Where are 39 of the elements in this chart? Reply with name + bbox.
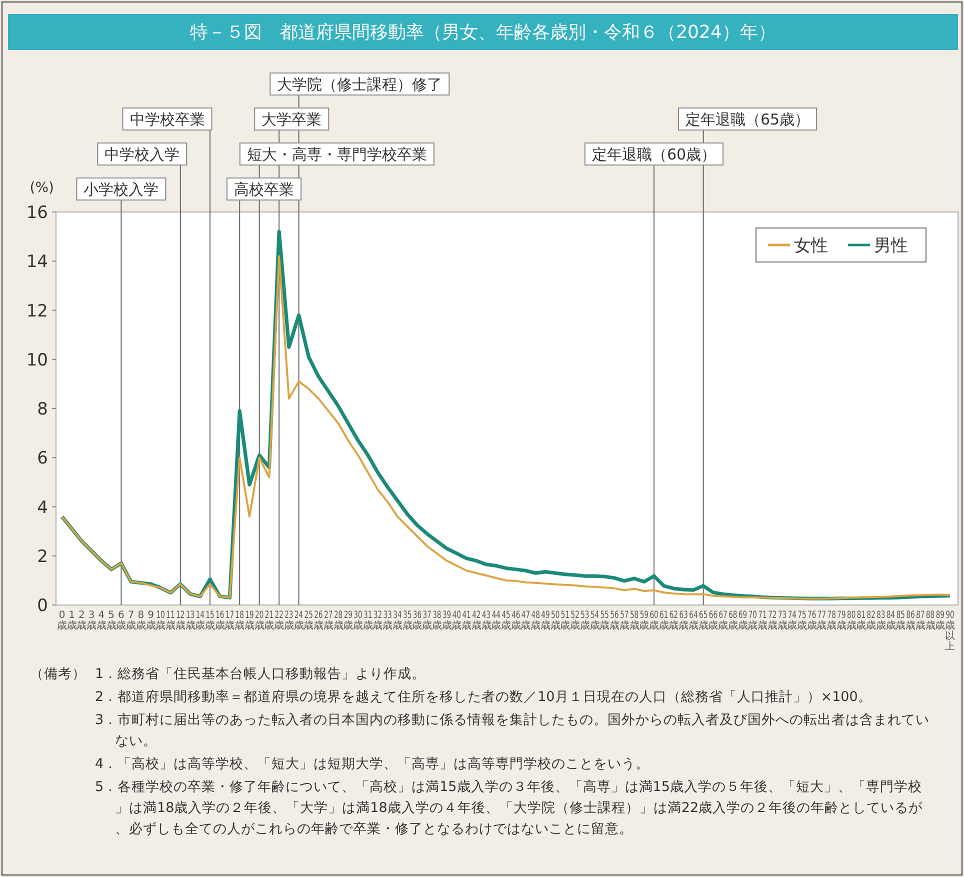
ref-line-label: 中学校卒業 bbox=[130, 110, 205, 128]
ref-line-label: 中学校入学 bbox=[104, 146, 180, 164]
x-tick-label: 90歳以上 bbox=[945, 610, 958, 652]
legend-label: 男性 bbox=[874, 236, 908, 256]
ref-line-label: 定年退職（60歳） bbox=[592, 146, 716, 164]
text: 2．都道府県間移動率＝都道府県の境界を越えて住所を移した者の数／10月１日現在の人口（総務省「人口推計」）×100。 bbox=[95, 689, 872, 705]
y-axis-title: (%) bbox=[30, 180, 54, 196]
y-tick-label: 12 bbox=[26, 301, 48, 322]
y-tick-label: 2 bbox=[37, 546, 48, 567]
text: 1．総務省「住民基本台帳人口移動報告」より作成。 bbox=[95, 666, 426, 682]
text: （備考） bbox=[30, 666, 86, 682]
legend-label: 女性 bbox=[794, 236, 828, 256]
x-tick-label: 9歳 bbox=[146, 610, 156, 632]
text: 4．「高校」は高等学校、「短大」は短期大学、「高専」は高等専門学校のことをいう。 bbox=[95, 756, 650, 772]
text: 3．市町村に届出等のあった転入者の日本国内の移動に係る情報を集計したもの。国外からの転入者及び国外への転出者は含まれていない。 bbox=[95, 712, 930, 749]
x-tick-label: 5歳 bbox=[106, 610, 116, 632]
y-tick-label: 14 bbox=[26, 252, 48, 272]
y-tick-label: 6 bbox=[37, 448, 48, 469]
x-tick-label: 4歳 bbox=[96, 610, 106, 632]
y-tick-label: 0 bbox=[37, 596, 48, 616]
y-tick-label: 4 bbox=[37, 498, 48, 518]
ref-line-label: 定年退職（65歳） bbox=[685, 110, 810, 128]
ref-line-label: 小学校入学 bbox=[84, 180, 159, 198]
x-tick-label: 2歳 bbox=[76, 610, 87, 632]
chart-title: 特－５図 都道府県間移動率（男女、年齢各歳別・令和６（2024）年） bbox=[190, 22, 776, 43]
ref-line-label: 大学卒業 bbox=[262, 110, 322, 128]
ref-line-label: 大学院（修士課程）修了 bbox=[277, 76, 442, 94]
ref-line-label: 短大・高専・専門学校卒業 bbox=[246, 146, 427, 164]
x-tick-label: 0歳 bbox=[57, 610, 67, 632]
x-tick-label: 3歳 bbox=[86, 610, 97, 632]
y-tick-label: 16 bbox=[26, 203, 48, 223]
y-tick-label: 8 bbox=[37, 400, 48, 420]
x-tick-label: 6歳 bbox=[116, 610, 126, 632]
ref-line-label: 高校卒業 bbox=[234, 180, 294, 198]
text: 5．各種学校の卒業・修了年齢について、「高校」は満15歳入学の３年後、「高専」は満15歳入学の５年後、「短大」、「専門学校」は満18歳入学の２年後、「大学」は満18歳入学の４年後、「大学院（修士課程）」は満22歳入学の２年後の年齢としているが、必ずしも全ての人がこれらの年齢で卒業・修了となるわけではないことに留意。 bbox=[95, 779, 924, 837]
x-tick-label: 7歳 bbox=[126, 610, 136, 632]
y-tick-label: 10 bbox=[26, 350, 48, 370]
x-tick-label: 1歳 bbox=[66, 610, 77, 632]
x-tick-label: 8歳 bbox=[136, 610, 146, 632]
